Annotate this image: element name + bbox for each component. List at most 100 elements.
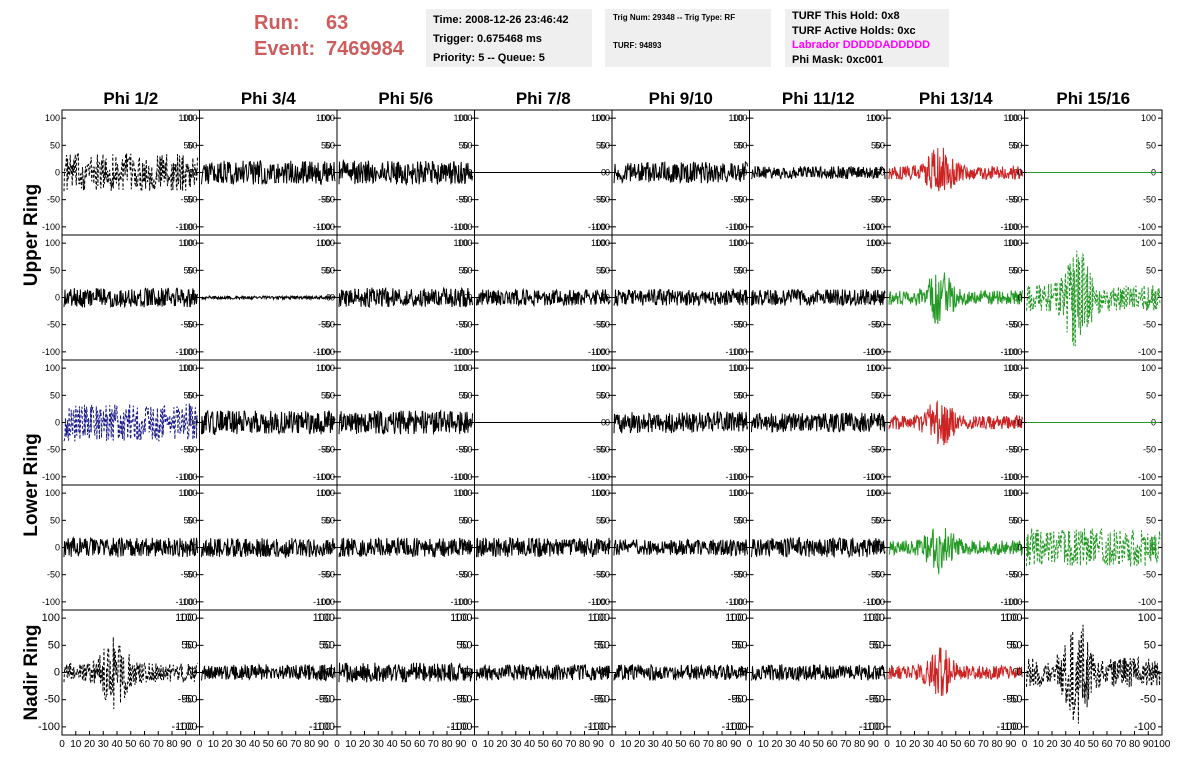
x-tick-label: 10	[1033, 739, 1045, 750]
y-tick-label: 0	[605, 543, 610, 553]
y-tick-label: -50	[318, 570, 331, 580]
y-tick-label: -50	[730, 445, 743, 455]
waveform-trace	[63, 287, 198, 309]
y-tick-label: -50	[730, 195, 743, 205]
y-tick-label: -100	[588, 222, 606, 232]
y-tick-label: -100	[1134, 721, 1156, 733]
y-tick-label: 50	[50, 265, 60, 275]
y-tick-label: 100	[178, 238, 193, 248]
y-tick-label: -50	[593, 195, 606, 205]
x-tick-label: 50	[675, 739, 687, 750]
y-tick-label: -100	[175, 222, 193, 232]
y-tick-label: -50	[590, 694, 606, 706]
y-tick-label: 100	[1003, 238, 1018, 248]
column-header: Phi 7/8	[516, 89, 571, 108]
y-tick-label: 0	[605, 168, 610, 178]
x-tick-label: 70	[290, 739, 302, 750]
y-tick-label: -50	[178, 694, 194, 706]
column-header: Phi 15/16	[1056, 89, 1130, 108]
y-tick-label: 0	[880, 293, 885, 303]
y-tick-label: 0	[54, 667, 60, 679]
y-tick-label: 100	[457, 238, 472, 248]
y-tick-label: -100	[454, 597, 472, 607]
turf-this-hold-text: TURF This Hold: 0x8	[792, 10, 900, 22]
x-tick-label: 10	[70, 739, 82, 750]
y-tick-label: 100	[453, 113, 468, 123]
x-tick-label: 50	[813, 739, 825, 750]
y-tick-label: 100	[316, 238, 331, 248]
y-tick-label: 0	[191, 667, 197, 679]
y-tick-label: 100	[175, 612, 193, 624]
x-tick-label: 50	[538, 739, 550, 750]
time-info-box: Time: 2008-12-26 23:46:42 Trigger: 0.675…	[426, 9, 592, 67]
waveform-trace	[888, 272, 1023, 325]
event-label: Event:	[254, 38, 316, 60]
x-tick-label: 90	[1005, 739, 1017, 750]
y-tick-label: 50	[325, 265, 335, 275]
run-event-block: Run: 63 Event: 7469984	[254, 10, 404, 62]
y-tick-label: 50	[1008, 140, 1018, 150]
y-tick-label: 100	[457, 488, 472, 498]
y-tick-label: -50	[44, 694, 60, 706]
x-tick-label: 30	[510, 739, 522, 750]
y-tick-label: -50	[732, 694, 748, 706]
waveform-trace	[613, 663, 748, 681]
labrador-text: Labrador DDDDDADDDDD	[792, 39, 931, 51]
y-tick-label: -100	[867, 347, 885, 357]
y-tick-label: -50	[1140, 694, 1156, 706]
y-tick-label: 100	[313, 612, 331, 624]
x-tick-label: 20	[84, 739, 96, 750]
x-tick-label: 10	[620, 739, 632, 750]
y-tick-label: 100	[591, 238, 606, 248]
y-tick-label: -100	[313, 597, 331, 607]
y-tick-label: -50	[1009, 445, 1022, 455]
y-tick-label: 50	[1008, 390, 1018, 400]
y-tick-label: -50	[182, 694, 198, 706]
y-tick-label: 0	[880, 418, 885, 428]
y-tick-label: -100	[317, 597, 335, 607]
x-tick-label: 40	[936, 739, 948, 750]
y-tick-label: 0	[879, 667, 885, 679]
x-tick-label: 60	[276, 739, 288, 750]
y-tick-label: 100	[728, 238, 743, 248]
y-tick-label: -50	[872, 445, 885, 455]
y-tick-label: -50	[734, 445, 747, 455]
x-tick-label: 10	[345, 739, 357, 750]
x-tick-label: 50	[400, 739, 412, 750]
y-tick-label: -50	[47, 195, 60, 205]
y-tick-label: -50	[872, 570, 885, 580]
y-tick-label: 100	[595, 488, 610, 498]
y-tick-label: -50	[322, 570, 335, 580]
x-tick-label: 90	[318, 739, 330, 750]
y-tick-label: 100	[182, 113, 197, 123]
y-tick-label: -50	[597, 320, 610, 330]
y-tick-label: -50	[1005, 195, 1018, 205]
waveform-trace	[1026, 528, 1161, 567]
x-tick-label: 40	[524, 739, 536, 750]
waveform-trace	[613, 160, 748, 185]
panel-frame	[1024, 234, 1163, 361]
y-tick-label: 0	[55, 293, 60, 303]
y-tick-label: -50	[184, 445, 197, 455]
y-tick-label: 50	[460, 639, 472, 651]
y-tick-label: -100	[454, 472, 472, 482]
x-tick-label: 50	[125, 739, 137, 750]
x-tick-label: 30	[648, 739, 660, 750]
y-tick-label: 50	[1012, 265, 1022, 275]
y-tick-label: -50	[47, 445, 60, 455]
y-tick-label: -50	[1009, 320, 1022, 330]
waveform-trace	[63, 535, 198, 558]
y-tick-label: 100	[1007, 238, 1022, 248]
y-tick-label: 50	[737, 515, 747, 525]
y-tick-label: 0	[1016, 667, 1022, 679]
y-tick-label: 50	[733, 390, 743, 400]
y-tick-label: 100	[728, 488, 743, 498]
y-tick-label: 50	[325, 140, 335, 150]
y-tick-label: -50	[184, 570, 197, 580]
row-group-label: Nadir Ring	[21, 624, 42, 720]
y-tick-label: -50	[459, 570, 472, 580]
y-tick-label: -100	[317, 222, 335, 232]
y-tick-label: -100	[175, 597, 193, 607]
waveform-trace	[751, 412, 886, 433]
